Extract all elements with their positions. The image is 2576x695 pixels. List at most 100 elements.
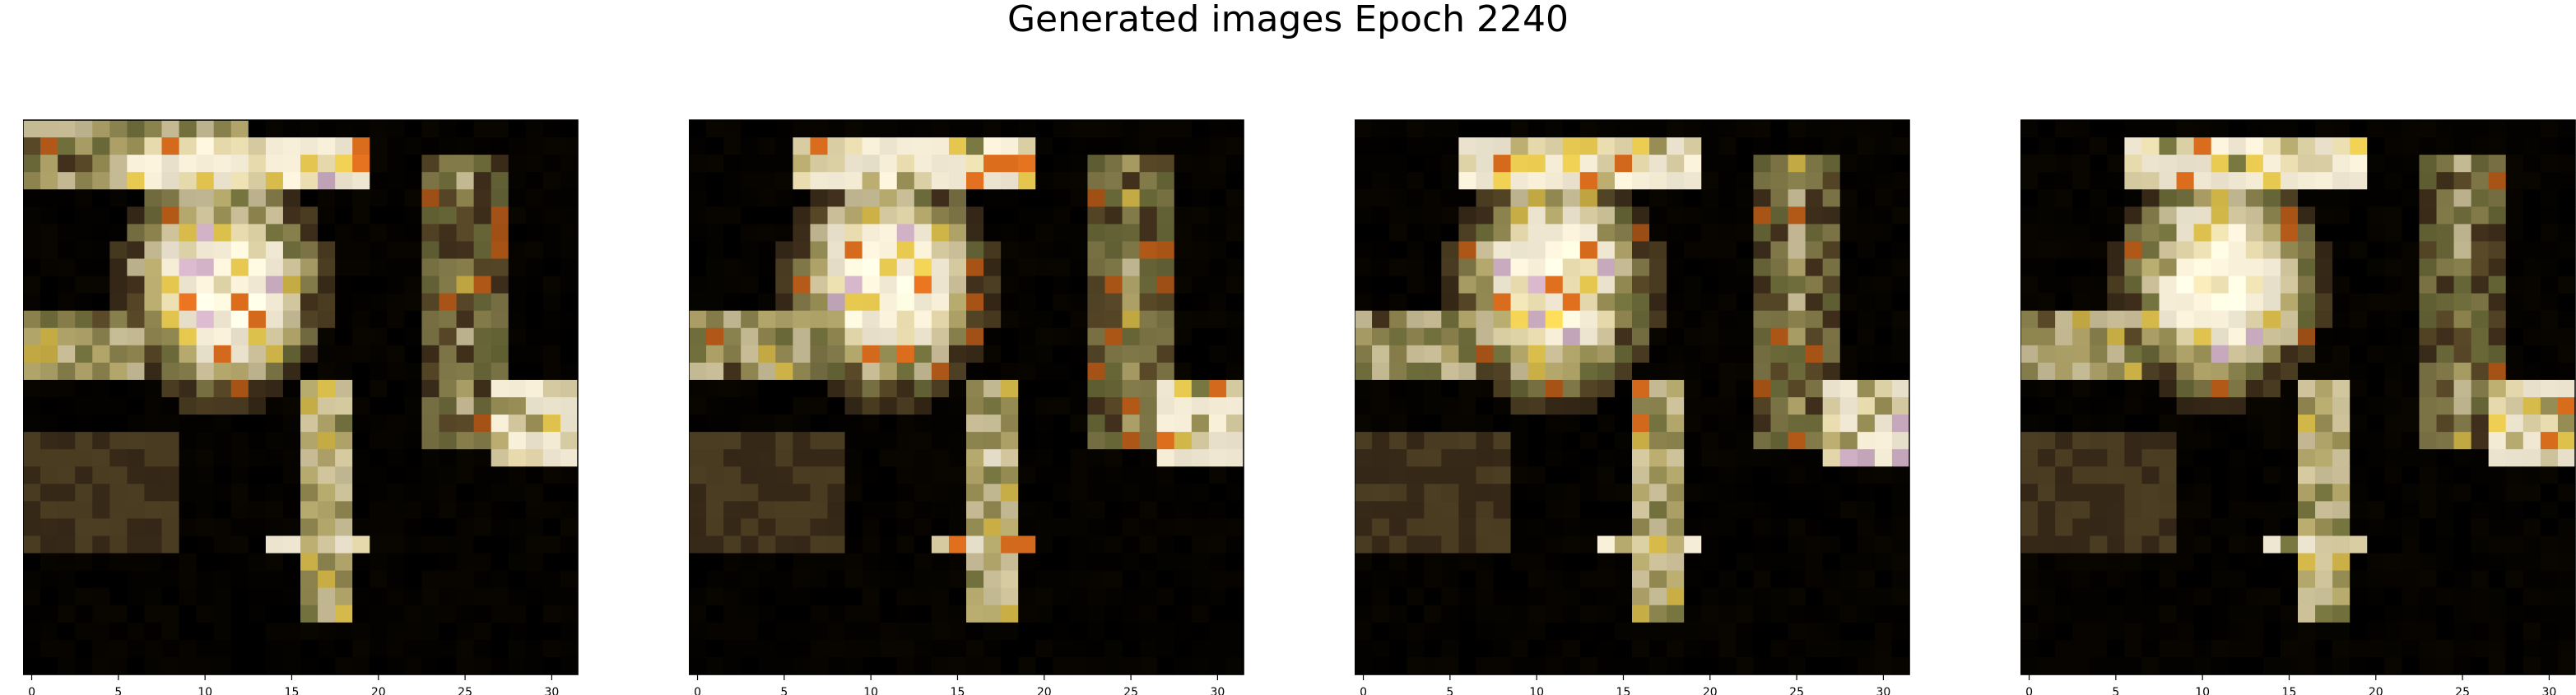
pixel [2038,189,2056,207]
pixel [1822,362,1841,381]
pixel [1441,327,1459,346]
pixel [58,639,76,658]
pixel [1174,241,1193,260]
pixel [810,379,829,398]
pixel [75,397,93,415]
pixel [1562,432,1581,450]
pixel [2280,258,2299,277]
pixel [2280,293,2299,312]
pixel [1053,553,1071,572]
pixel [2262,310,2281,329]
pixel [2505,484,2524,502]
pixel [2505,293,2524,312]
pixel [1087,137,1106,155]
pixel [2107,206,2125,225]
pixel [1372,206,1390,225]
pixel [1839,432,1858,450]
pixel [2090,553,2108,572]
pixel [2228,466,2247,484]
pixel [179,137,198,155]
pixel [896,310,915,329]
pixel [213,535,232,554]
pixel [352,293,370,312]
pixel [1156,189,1175,207]
pixel [1718,605,1737,623]
pixel [1122,276,1141,294]
pixel [2384,535,2402,554]
pixel [1208,518,1227,537]
pixel [2488,345,2507,364]
pixel [560,137,579,155]
pixel [1407,553,1425,572]
pixel [1035,484,1053,502]
pixel [542,605,561,623]
pixel [144,501,163,520]
pixel [2540,553,2559,572]
pixel [1372,622,1390,641]
pixel [2523,553,2541,572]
pixel [161,449,180,467]
pixel [2488,276,2507,294]
pixel [1822,639,1841,658]
pixel [723,518,742,537]
pixel [1139,276,1158,294]
pixel [1355,518,1373,537]
pixel [2228,605,2247,623]
pixel [2159,484,2178,502]
pixel [1527,137,1546,155]
pixel [92,518,110,537]
pixel [1649,137,1667,155]
pixel [1614,397,1633,415]
pixel [300,310,319,329]
pixel [2315,362,2333,381]
pixel [1174,587,1193,606]
pixel [879,656,898,675]
pixel [1104,189,1123,207]
pixel [248,137,267,155]
pixel [1527,535,1546,554]
pixel [196,155,215,173]
pixel [2072,362,2090,381]
pixel [775,379,793,398]
pixel [1736,224,1755,243]
x-tick-label: 0 [1360,686,1367,695]
pixel [560,449,579,467]
pixel [23,327,41,346]
pixel [2557,241,2576,260]
pixel [265,276,284,294]
pixel [931,224,950,243]
pixel [2280,449,2299,467]
pixel [2367,137,2385,155]
pixel [1770,155,1789,173]
pixel [23,189,41,207]
pixel [2419,172,2438,190]
pixel [1857,553,1876,572]
pixel [1753,501,1772,520]
pixel [2211,432,2230,450]
pixel [1372,570,1390,589]
pixel [1035,293,1053,312]
pixel [1191,345,1210,364]
pixel [1087,241,1106,260]
pixel [2228,379,2247,398]
pixel [948,466,967,484]
pixel [1035,415,1053,433]
pixel [1139,120,1158,138]
pixel [2350,189,2368,207]
pixel [706,206,724,225]
pixel [2315,466,2333,484]
pixel [300,172,319,190]
pixel [2245,518,2264,537]
pixel [1053,345,1071,364]
pixel [58,172,76,190]
pixel [1822,155,1841,173]
pixel [1701,206,1719,225]
pixel [525,397,544,415]
pixel [896,172,915,190]
pixel [1788,518,1806,537]
pixel [931,518,950,537]
pixel [1614,466,1633,484]
pixel [1441,120,1459,138]
pixel [2540,276,2559,294]
